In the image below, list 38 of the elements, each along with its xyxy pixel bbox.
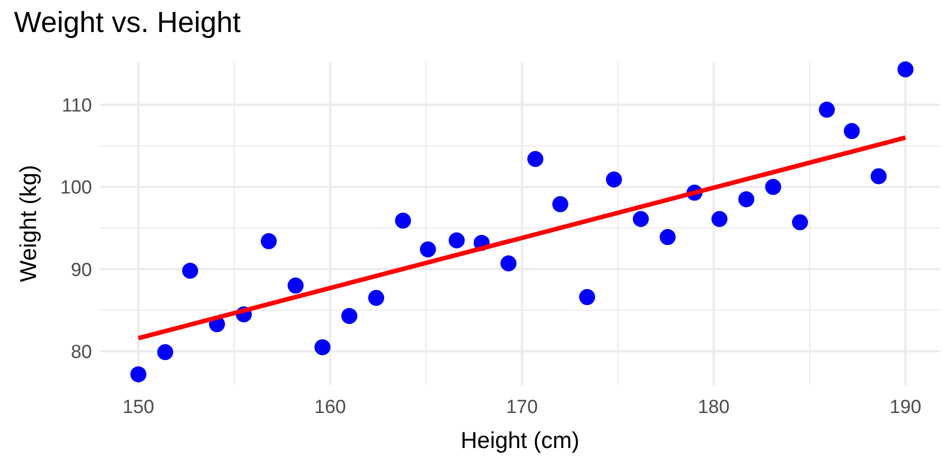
point bbox=[818, 102, 835, 118]
point bbox=[368, 290, 384, 306]
y-tick-label: 100 bbox=[60, 178, 92, 199]
x-axis-title: Height (cm) bbox=[460, 427, 580, 453]
y-tick-label: 80 bbox=[70, 342, 92, 363]
point bbox=[552, 196, 568, 212]
x-tick-label: 150 bbox=[122, 397, 154, 418]
x-tick-label: 180 bbox=[698, 397, 730, 418]
point bbox=[606, 172, 622, 188]
point bbox=[632, 210, 649, 227]
point bbox=[579, 289, 596, 306]
y-tick-label: 90 bbox=[70, 260, 92, 281]
point bbox=[420, 241, 436, 258]
x-tick-label: 190 bbox=[890, 397, 922, 418]
point bbox=[844, 123, 860, 140]
y-axis-title: Weight (kg) bbox=[15, 164, 41, 282]
x-tick-label: 170 bbox=[506, 397, 538, 418]
chart-title: Weight vs. Height bbox=[14, 7, 241, 39]
point bbox=[157, 344, 174, 360]
point bbox=[660, 229, 676, 246]
x-tick-label: 160 bbox=[314, 397, 346, 418]
point bbox=[897, 61, 914, 78]
point bbox=[130, 366, 146, 382]
point bbox=[288, 278, 304, 294]
point bbox=[182, 262, 198, 279]
point bbox=[341, 308, 358, 324]
point bbox=[870, 168, 887, 184]
y-tick-label: 110 bbox=[62, 95, 92, 116]
point bbox=[314, 339, 330, 356]
point bbox=[765, 178, 782, 195]
point bbox=[792, 214, 808, 230]
point bbox=[500, 255, 516, 272]
point bbox=[395, 212, 412, 229]
point bbox=[448, 232, 465, 248]
point bbox=[711, 210, 728, 227]
point bbox=[738, 191, 754, 208]
point bbox=[527, 150, 544, 167]
point bbox=[260, 233, 277, 250]
